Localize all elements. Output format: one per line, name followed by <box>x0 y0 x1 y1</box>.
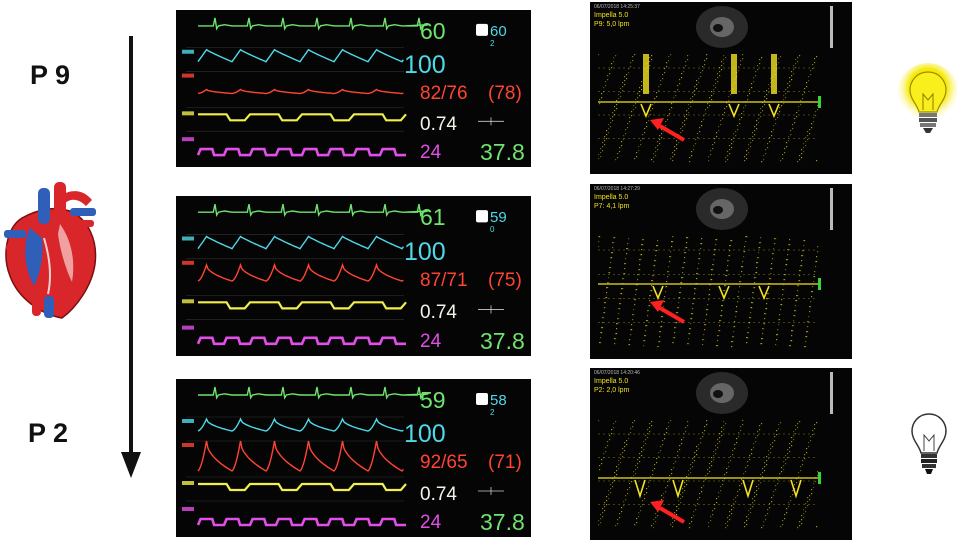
resp-waveform <box>196 336 406 346</box>
doppler-echo-3: 06/07/2018 14:20:46 Impella 5.0 P2: 2,0 lp… <box>590 368 852 540</box>
resp-waveform <box>196 147 406 157</box>
impella-device-label: Impella 5.0 <box>594 194 629 201</box>
abp-waveform <box>197 88 404 95</box>
patient-monitor-1: 60 60 2 100 82/76 (78) 0.74 24 37.8 <box>176 10 531 167</box>
doppler-echo-1: 06/07/2018 14:25:37 Impella 5.0 P9: 5,0 lp… <box>590 2 852 174</box>
tv-waveform <box>198 113 407 122</box>
level-label-bottom: P 2 <box>28 418 69 448</box>
patient-monitor-2: 61 59 0 100 87/71 (75) 0.74 24 37.8 <box>176 196 531 356</box>
doppler-spectrum <box>598 420 819 529</box>
resp-rate-value: 24 <box>420 512 442 533</box>
pulse-value: 60 <box>490 22 507 40</box>
echo-timestamp: 06/07/2018 14:20:46 <box>594 370 640 376</box>
spo2-value: 100 <box>404 50 446 79</box>
core-temp-value: 37.8 <box>480 327 525 354</box>
patient-monitor-3: 59 58 2 100 92/65 (71) 0.74 24 37.8 <box>176 379 531 537</box>
abp-mean-value: (71) <box>488 452 522 473</box>
abp-value: 82/76 <box>420 82 468 104</box>
level-label-top: P 9 <box>30 60 71 90</box>
pleth-waveform <box>197 48 404 63</box>
pointer-arrow-icon <box>658 124 686 142</box>
tidal-volume-value: 0.74 <box>420 484 457 505</box>
pointer-arrow-icon <box>658 306 686 324</box>
doppler-peak <box>768 103 780 119</box>
heart-rate-value: 60 <box>420 17 446 44</box>
abp-waveform <box>197 262 404 282</box>
doppler-spectrum <box>598 236 819 348</box>
resp-waveform <box>196 517 406 527</box>
lightbulb-on-icon <box>897 63 957 133</box>
pleth-waveform <box>197 417 404 432</box>
impella-device-label: Impella 5.0 <box>594 12 629 19</box>
echo-timestamp: 06/07/2018 14:27:29 <box>594 186 640 192</box>
heart-rate-value: 61 <box>420 204 446 231</box>
core-temp-value: 37.8 <box>480 509 525 535</box>
impella-device-label: Impella 5.0 <box>594 378 629 385</box>
tidal-volume-value: 0.74 <box>420 114 457 136</box>
pulse-value: 58 <box>490 392 507 409</box>
doppler-peak <box>718 285 730 301</box>
abp-mean-value: (78) <box>488 82 522 104</box>
ecg-waveform <box>198 386 429 400</box>
core-temp-value: 37.8 <box>480 139 525 166</box>
ecg-waveform <box>198 17 429 31</box>
impella-setting-label: P7: 4,1 lpm <box>594 203 630 210</box>
resp-rate-value: 24 <box>420 142 442 164</box>
ves-value: 0 <box>490 225 495 235</box>
ecg-waveform <box>198 203 429 218</box>
pleth-waveform <box>197 235 404 250</box>
impella-setting-label: P9: 5,0 lpm <box>594 21 630 28</box>
resp-rate-value: 24 <box>420 330 442 352</box>
doppler-peak <box>634 479 646 499</box>
impella-setting-label: P2: 2,0 lpm <box>594 387 630 394</box>
pointer-arrow-icon <box>658 506 686 524</box>
tidal-volume-value: 0.74 <box>420 302 457 324</box>
heart-rate-value: 59 <box>420 387 446 413</box>
tv-waveform <box>198 301 407 310</box>
arrow-down-icon <box>129 36 133 456</box>
doppler-peak <box>640 103 652 119</box>
heart-anatomy-icon <box>4 182 97 319</box>
doppler-spectrum <box>598 54 819 163</box>
ves-value: 2 <box>490 38 495 48</box>
doppler-peak <box>742 479 754 499</box>
abp-waveform <box>197 440 404 472</box>
doppler-echo-2: 06/07/2018 14:27:29 Impella 5.0 P7: 4,1 lp… <box>590 184 852 359</box>
echo-timestamp: 06/07/2018 14:25:37 <box>594 4 640 10</box>
doppler-peak <box>728 103 740 119</box>
abp-mean-value: (75) <box>488 269 522 291</box>
ves-value: 2 <box>490 408 495 417</box>
doppler-peak <box>672 479 684 499</box>
spo2-value: 100 <box>404 420 446 448</box>
lightbulb-off-icon <box>911 413 947 474</box>
spo2-value: 100 <box>404 237 446 266</box>
arrow-down-head <box>121 452 141 478</box>
abp-value: 92/65 <box>420 452 468 473</box>
tv-waveform <box>198 482 407 492</box>
doppler-peak <box>758 285 770 301</box>
doppler-peak <box>652 285 664 301</box>
pulse-value: 59 <box>490 209 507 227</box>
doppler-peak <box>790 479 802 499</box>
abp-value: 87/71 <box>420 269 468 291</box>
